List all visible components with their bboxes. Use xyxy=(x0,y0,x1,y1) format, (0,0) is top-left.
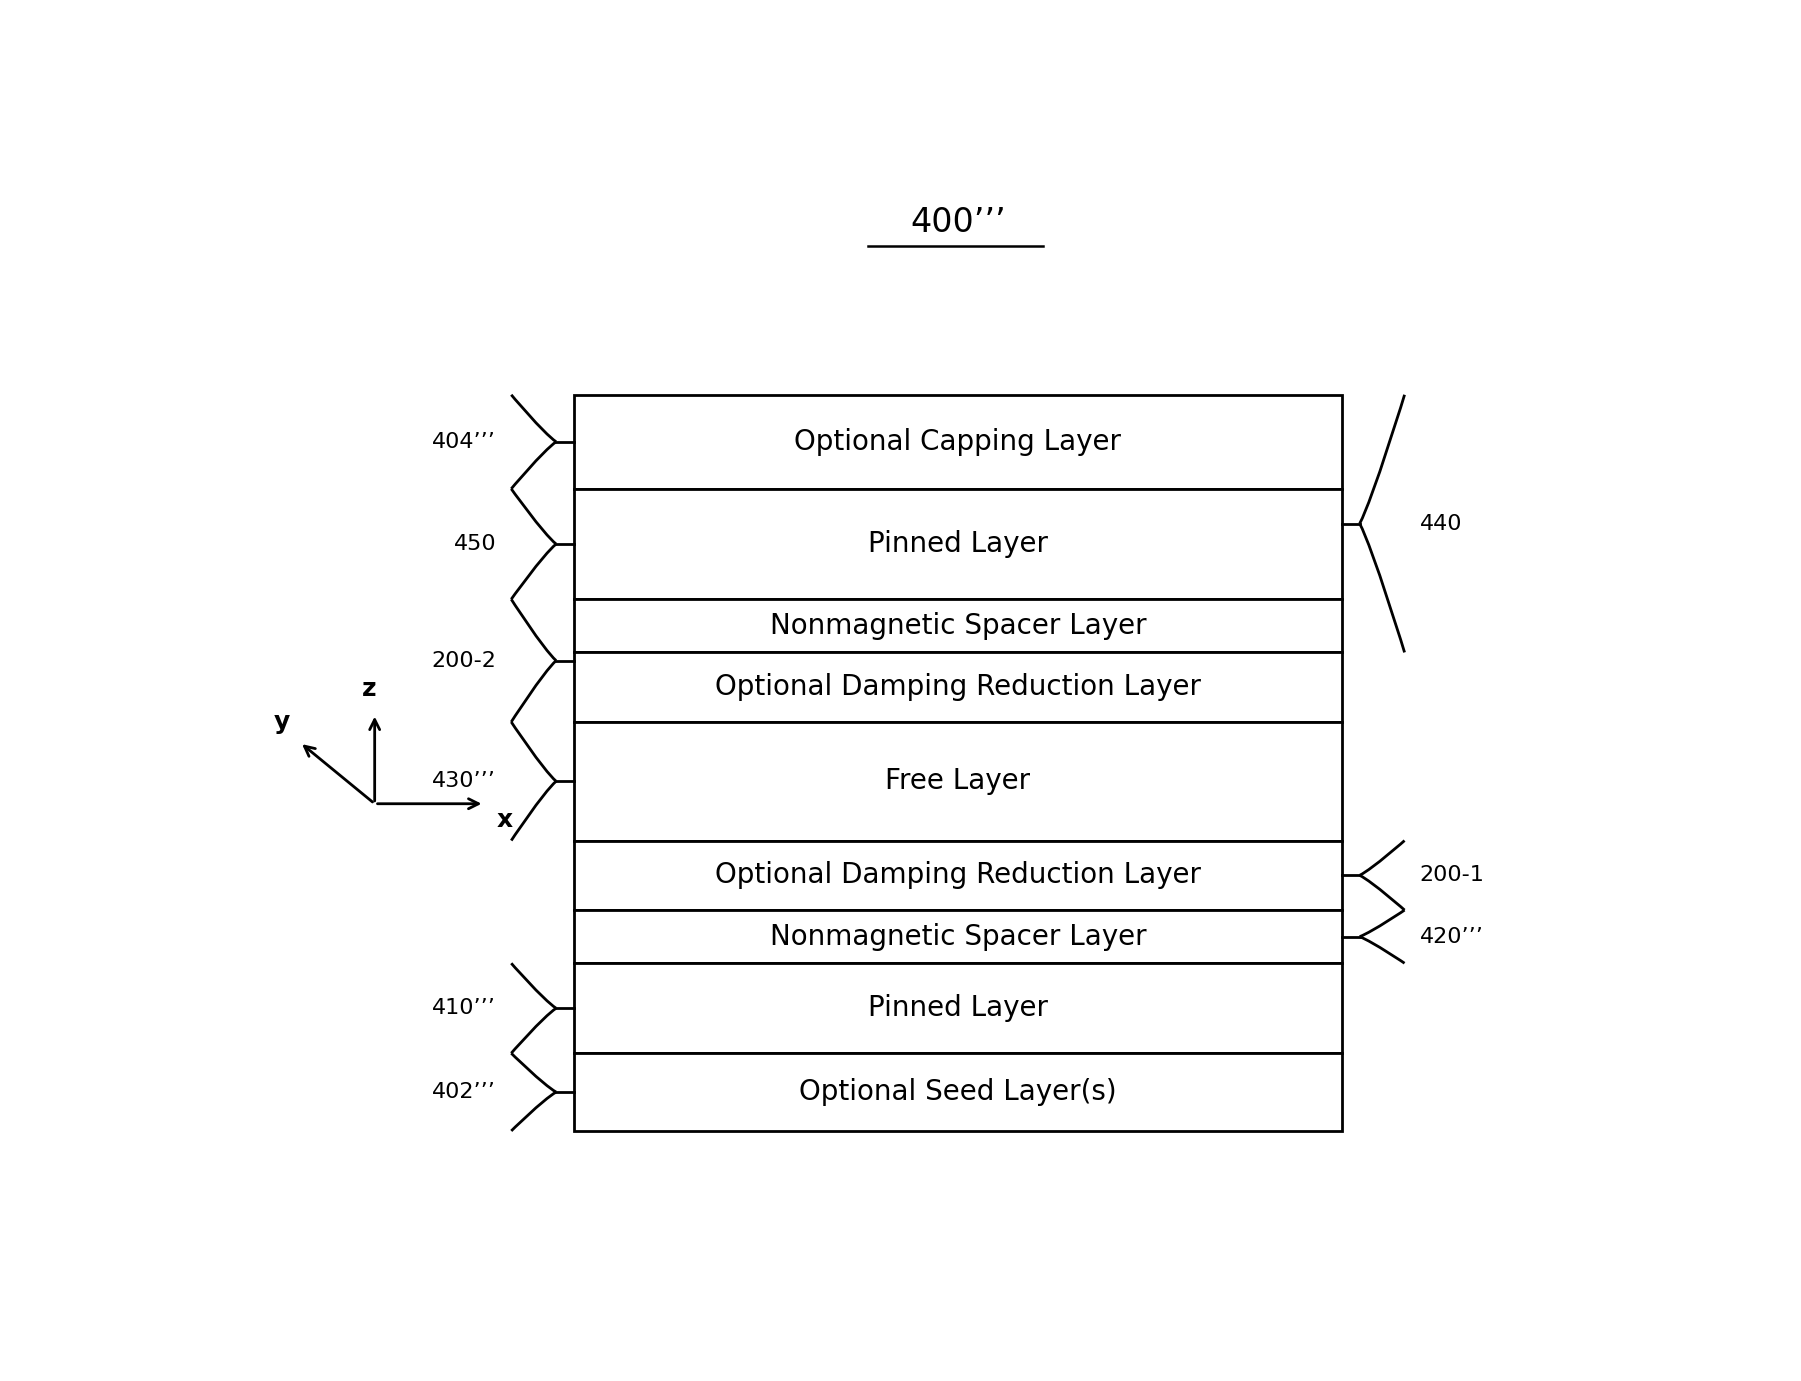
Text: x: x xyxy=(497,808,513,831)
Text: Nonmagnetic Spacer Layer: Nonmagnetic Spacer Layer xyxy=(769,612,1145,639)
Text: Optional Damping Reduction Layer: Optional Damping Reduction Layer xyxy=(715,862,1201,889)
Text: 440: 440 xyxy=(1419,514,1462,533)
Bar xyxy=(575,841,1342,910)
Text: 200-2: 200-2 xyxy=(432,650,497,671)
Text: Pinned Layer: Pinned Layer xyxy=(868,530,1048,558)
Bar xyxy=(575,722,1342,841)
Text: Pinned Layer: Pinned Layer xyxy=(868,994,1048,1022)
Text: 200-1: 200-1 xyxy=(1419,866,1484,885)
Text: 420’’’: 420’’’ xyxy=(1419,927,1484,946)
Text: Free Layer: Free Layer xyxy=(886,768,1030,795)
Text: 400’’’: 400’’’ xyxy=(910,207,1005,239)
Bar xyxy=(575,599,1342,652)
Text: 430’’’: 430’’’ xyxy=(432,771,497,791)
Bar xyxy=(575,489,1342,599)
Text: z: z xyxy=(362,678,376,702)
Text: 450: 450 xyxy=(454,534,497,554)
Text: 402’’’: 402’’’ xyxy=(432,1083,497,1102)
Text: y: y xyxy=(274,710,290,735)
Text: Optional Capping Layer: Optional Capping Layer xyxy=(794,428,1122,456)
Text: 410’’’: 410’’’ xyxy=(432,998,497,1018)
Text: 404’’’: 404’’’ xyxy=(432,432,497,452)
Bar xyxy=(575,964,1342,1054)
Bar xyxy=(575,652,1342,722)
Text: Nonmagnetic Spacer Layer: Nonmagnetic Spacer Layer xyxy=(769,923,1145,950)
Text: Optional Damping Reduction Layer: Optional Damping Reduction Layer xyxy=(715,673,1201,702)
Text: Optional Seed Layer(s): Optional Seed Layer(s) xyxy=(800,1079,1117,1106)
Bar xyxy=(575,910,1342,964)
Bar xyxy=(575,395,1342,489)
Bar xyxy=(575,1054,1342,1131)
